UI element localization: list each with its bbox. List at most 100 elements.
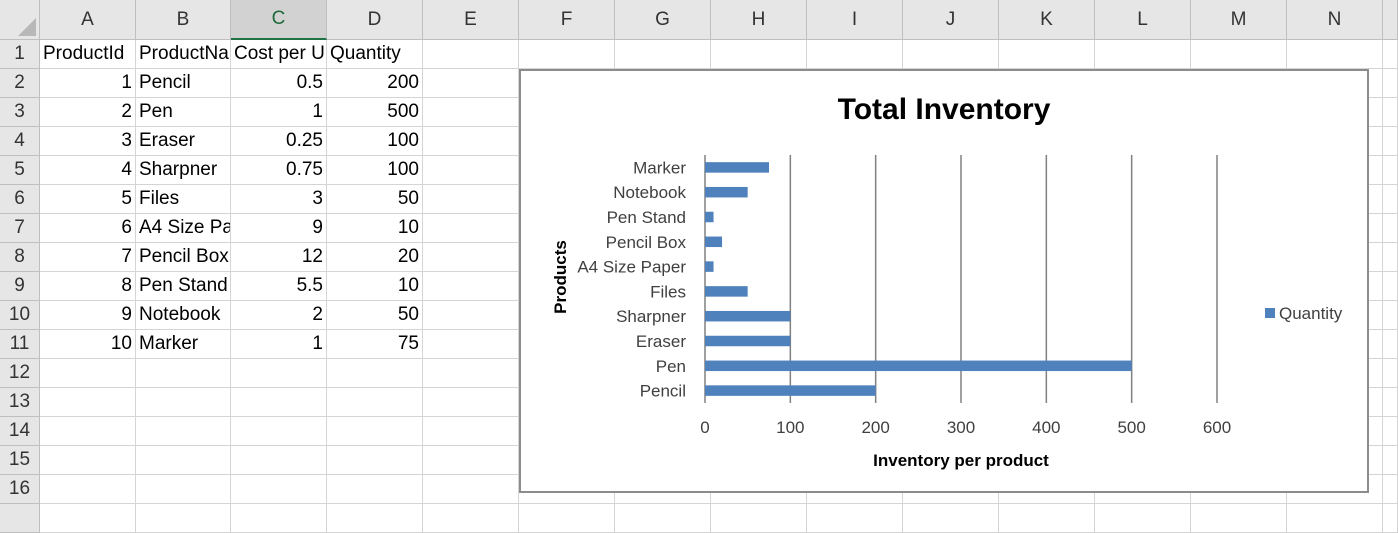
select-all-corner[interactable] [0,0,40,40]
cell-i17[interactable] [807,504,903,533]
cell-d17[interactable] [327,504,423,533]
cell-i1[interactable] [807,40,903,69]
cell-e1[interactable] [423,40,519,69]
cell-b15[interactable] [136,446,231,475]
row-header-7[interactable]: 7 [0,214,40,243]
cell-o13[interactable] [1383,388,1398,417]
column-header-a[interactable]: A [40,0,136,40]
cell-c11[interactable]: 1 [231,330,327,359]
bar-eraser[interactable] [705,335,791,347]
column-header-f[interactable]: F [519,0,615,40]
cell-o9[interactable] [1383,272,1398,301]
cell-e9[interactable] [423,272,519,301]
cell-e4[interactable] [423,127,519,156]
row-header-3[interactable]: 3 [0,98,40,127]
cell-c7[interactable]: 9 [231,214,327,243]
cell-o5[interactable] [1383,156,1398,185]
cell-a1[interactable]: ProductId [40,40,136,69]
cell-e14[interactable] [423,417,519,446]
row-header-5[interactable]: 5 [0,156,40,185]
cell-e6[interactable] [423,185,519,214]
chart-total-inventory[interactable]: Total Inventory 0 100 200 300 400 500 600 Pencil… [519,69,1369,493]
row-header-12[interactable]: 12 [0,359,40,388]
row-header-4[interactable]: 4 [0,127,40,156]
cell-o14[interactable] [1383,417,1398,446]
column-header-c[interactable]: C [231,0,327,40]
cell-c10[interactable]: 2 [231,301,327,330]
cell-a13[interactable] [40,388,136,417]
cell-c5[interactable]: 0.75 [231,156,327,185]
cell-b10[interactable]: Notebook [136,301,231,330]
cell-j1[interactable] [903,40,999,69]
bar-pencil-box[interactable] [705,236,723,248]
cell-o12[interactable] [1383,359,1398,388]
cell-f1[interactable] [519,40,615,69]
cell-o4[interactable] [1383,127,1398,156]
cell-o10[interactable] [1383,301,1398,330]
cell-a8[interactable]: 7 [40,243,136,272]
cell-e16[interactable] [423,475,519,504]
row-header-6[interactable]: 6 [0,185,40,214]
cell-d11[interactable]: 75 [327,330,423,359]
cell-b16[interactable] [136,475,231,504]
cell-e8[interactable] [423,243,519,272]
cell-o7[interactable] [1383,214,1398,243]
cell-g1[interactable] [615,40,711,69]
cell-j17[interactable] [903,504,999,533]
cell-b17[interactable] [136,504,231,533]
cell-a4[interactable]: 3 [40,127,136,156]
cell-c15[interactable] [231,446,327,475]
cell-a3[interactable]: 2 [40,98,136,127]
cell-o3[interactable] [1383,98,1398,127]
cell-f17[interactable] [519,504,615,533]
cell-d13[interactable] [327,388,423,417]
cell-c16[interactable] [231,475,327,504]
cell-d3[interactable]: 500 [327,98,423,127]
row-header-11[interactable]: 11 [0,330,40,359]
cell-a10[interactable]: 9 [40,301,136,330]
column-header-k[interactable]: K [999,0,1095,40]
cell-e10[interactable] [423,301,519,330]
cell-e7[interactable] [423,214,519,243]
cell-b6[interactable]: Files [136,185,231,214]
cell-c2[interactable]: 0.5 [231,69,327,98]
cell-m1[interactable] [1191,40,1287,69]
column-header-partial[interactable] [1383,0,1398,40]
cell-b7[interactable]: A4 Size Pa [136,214,231,243]
cell-e3[interactable] [423,98,519,127]
cell-a16[interactable] [40,475,136,504]
row-header-16[interactable]: 16 [0,475,40,504]
cell-e5[interactable] [423,156,519,185]
cell-d2[interactable]: 200 [327,69,423,98]
cell-e11[interactable] [423,330,519,359]
cell-d8[interactable]: 20 [327,243,423,272]
cell-b11[interactable]: Marker [136,330,231,359]
column-header-l[interactable]: L [1095,0,1191,40]
row-header-8[interactable]: 8 [0,243,40,272]
column-header-m[interactable]: M [1191,0,1287,40]
cell-c1[interactable]: Cost per U [231,40,327,69]
row-header-13[interactable]: 13 [0,388,40,417]
cell-o11[interactable] [1383,330,1398,359]
cell-b3[interactable]: Pen [136,98,231,127]
cell-d5[interactable]: 100 [327,156,423,185]
row-header-1[interactable]: 1 [0,40,40,69]
cell-k1[interactable] [999,40,1095,69]
cell-l17[interactable] [1095,504,1191,533]
cell-e15[interactable] [423,446,519,475]
column-header-b[interactable]: B [136,0,231,40]
cell-a7[interactable]: 6 [40,214,136,243]
cell-b9[interactable]: Pen Stand [136,272,231,301]
cell-c8[interactable]: 12 [231,243,327,272]
column-header-i[interactable]: I [807,0,903,40]
cell-b14[interactable] [136,417,231,446]
cell-e12[interactable] [423,359,519,388]
row-header-10[interactable]: 10 [0,301,40,330]
cell-b2[interactable]: Pencil [136,69,231,98]
cell-c9[interactable]: 5.5 [231,272,327,301]
cell-e17[interactable] [423,504,519,533]
row-header-14[interactable]: 14 [0,417,40,446]
cell-c4[interactable]: 0.25 [231,127,327,156]
cell-a6[interactable]: 5 [40,185,136,214]
